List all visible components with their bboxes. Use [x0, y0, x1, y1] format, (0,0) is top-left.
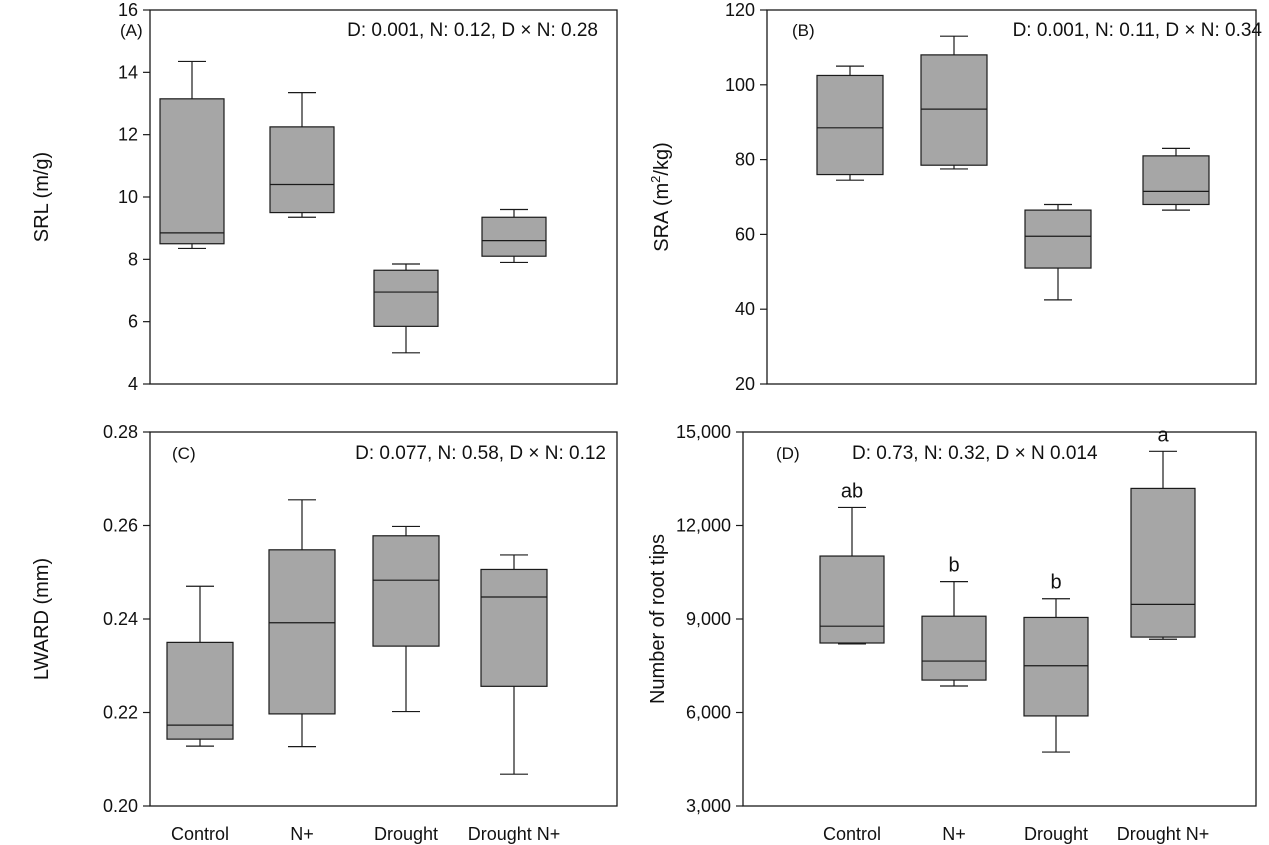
y-tick-label: 6,000: [686, 703, 731, 723]
y-tick-label: 80: [735, 150, 755, 170]
box-iqr: [269, 126, 335, 214]
box-n-: [269, 91, 335, 218]
box-iqr: [1024, 209, 1092, 269]
y-tick-label: 16: [118, 0, 138, 20]
box-iqr: [1130, 487, 1196, 638]
y-tick-label: 8: [128, 249, 138, 269]
box-control: [816, 65, 884, 181]
panel-label: (A): [120, 21, 143, 40]
y-tick-label: 9,000: [686, 609, 731, 629]
y-tick-label: 15,000: [676, 422, 731, 442]
box-iqr: [816, 74, 884, 176]
box-drought-n-: [1142, 147, 1210, 211]
stats-annotation: D: 0.001, N: 0.12, D × N: 0.28: [347, 20, 598, 41]
box-iqr: [268, 549, 336, 715]
y-tick-label: 6: [128, 312, 138, 332]
y-tick-label: 3,000: [686, 796, 731, 816]
y-tick-label: 0.22: [103, 703, 138, 723]
y-tick-label: 0.24: [103, 609, 138, 629]
box-iqr: [159, 98, 225, 245]
box-drought: [1024, 203, 1092, 301]
box-control: [166, 585, 234, 747]
box-iqr: [373, 269, 439, 327]
box-control: ab: [819, 480, 885, 645]
panel-a: 4 6 8 10 12 14 16 SRL (m/g) (A) D: 0.001, N: 0.12…: [31, 0, 618, 394]
y-tick-label: 0.26: [103, 516, 138, 536]
stats-annotation: D: 0.73, N: 0.32, D × N 0.014: [852, 443, 1098, 464]
y-tick-label: 4: [128, 374, 138, 394]
y-tick-label: 14: [118, 62, 138, 82]
box-iqr: [921, 615, 987, 681]
x-tick-label: Drought: [374, 824, 438, 844]
plot-frame: [766, 9, 1257, 385]
panel-label: (B): [792, 21, 815, 40]
y-axis-label: SRA (m2/kg): [648, 142, 673, 251]
x-tick-label: Drought N+: [1117, 824, 1210, 844]
box-drought: [372, 525, 440, 713]
box-iqr: [920, 54, 988, 166]
y-tick-label: 60: [735, 224, 755, 244]
box-n-: b: [921, 555, 987, 687]
significance-letter: b: [1050, 572, 1061, 594]
box-drought-n-: [480, 554, 548, 775]
stats-annotation: D: 0.077, N: 0.58, D × N: 0.12: [355, 443, 606, 464]
panel-label: (C): [172, 444, 196, 463]
box-iqr: [481, 216, 547, 257]
y-axis-label: LWARD (mm): [31, 558, 53, 680]
x-tick-label: Control: [823, 824, 881, 844]
box-iqr: [819, 555, 885, 644]
box-drought: b: [1023, 572, 1089, 753]
y-tick-label: 40: [735, 299, 755, 319]
stats-annotation: D: 0.001, N: 0.11, D × N: 0.34: [1013, 20, 1263, 41]
significance-letter: ab: [841, 480, 863, 502]
y-tick-label: 120: [725, 0, 755, 20]
x-tick-label: Control: [171, 824, 229, 844]
significance-letter: b: [948, 555, 959, 577]
box-iqr: [1142, 155, 1210, 206]
y-axis-label: Number of root tips: [647, 534, 669, 704]
x-tick-label: Drought N+: [468, 824, 561, 844]
panel-c: 0.20 0.22 0.24 0.26 0.28 LWARD (mm) (C) D: 0.07…: [31, 422, 618, 844]
y-tick-label: 12: [118, 125, 138, 145]
box-iqr: [372, 535, 440, 647]
box-drought: [373, 263, 439, 354]
y-axis-label: SRL (m/g): [31, 152, 53, 242]
y-tick-label: 12,000: [676, 516, 731, 536]
box-control: [159, 60, 225, 250]
significance-letter: a: [1157, 424, 1169, 446]
x-tick-label: N+: [942, 824, 966, 844]
y-tick-label: 10: [118, 187, 138, 207]
x-tick-label: N+: [290, 824, 314, 844]
y-tick-label: 100: [725, 75, 755, 95]
box-drought-n-: [481, 208, 547, 264]
panel-b: 20 40 60 80 100 120 SRA (m2/kg) (B) D: 0.001, N:…: [648, 0, 1262, 394]
box-iqr: [480, 568, 548, 687]
y-tick-label: 20: [735, 374, 755, 394]
panel-d: 3,000 6,000 9,000 12,000 15,000 Number of roo…: [647, 422, 1257, 844]
box-drought-n-: a: [1130, 424, 1196, 640]
x-tick-label: Drought: [1024, 824, 1088, 844]
box-iqr: [1023, 616, 1089, 717]
box-n-: [268, 499, 336, 748]
box-iqr: [166, 641, 234, 740]
box-n-: [920, 35, 988, 170]
y-tick-label: 0.28: [103, 422, 138, 442]
y-tick-label: 0.20: [103, 796, 138, 816]
panel-label: (D): [776, 444, 800, 463]
